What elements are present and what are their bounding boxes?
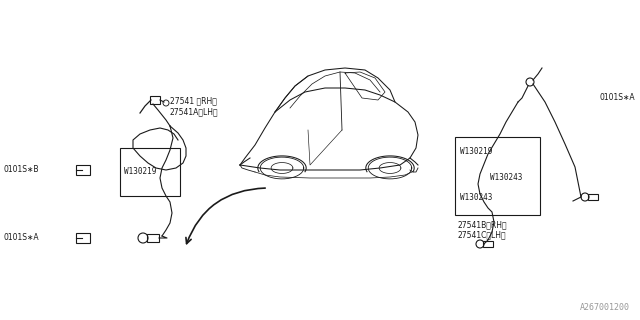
Bar: [588, 194, 598, 200]
Text: W130243: W130243: [460, 193, 492, 202]
Bar: [150, 96, 160, 104]
Text: 27541 〈RH〉
27541A〈LH〉: 27541 〈RH〉 27541A〈LH〉: [170, 97, 219, 116]
Bar: [483, 241, 493, 247]
Bar: [147, 234, 159, 242]
Text: W130219: W130219: [460, 148, 492, 156]
Text: 0101S∗A: 0101S∗A: [3, 234, 38, 243]
Text: 0101S∗B: 0101S∗B: [3, 165, 38, 174]
Text: 27541B〈RH〉
27541C〈LH〉: 27541B〈RH〉 27541C〈LH〉: [457, 220, 507, 239]
Text: W130243: W130243: [490, 172, 522, 181]
Bar: [76, 165, 90, 175]
Text: W130219: W130219: [124, 167, 156, 177]
Text: A267001200: A267001200: [580, 303, 630, 312]
Bar: [120, 148, 180, 196]
Text: 0101S∗A: 0101S∗A: [599, 92, 635, 101]
Bar: [455, 137, 540, 215]
Bar: [76, 233, 90, 243]
